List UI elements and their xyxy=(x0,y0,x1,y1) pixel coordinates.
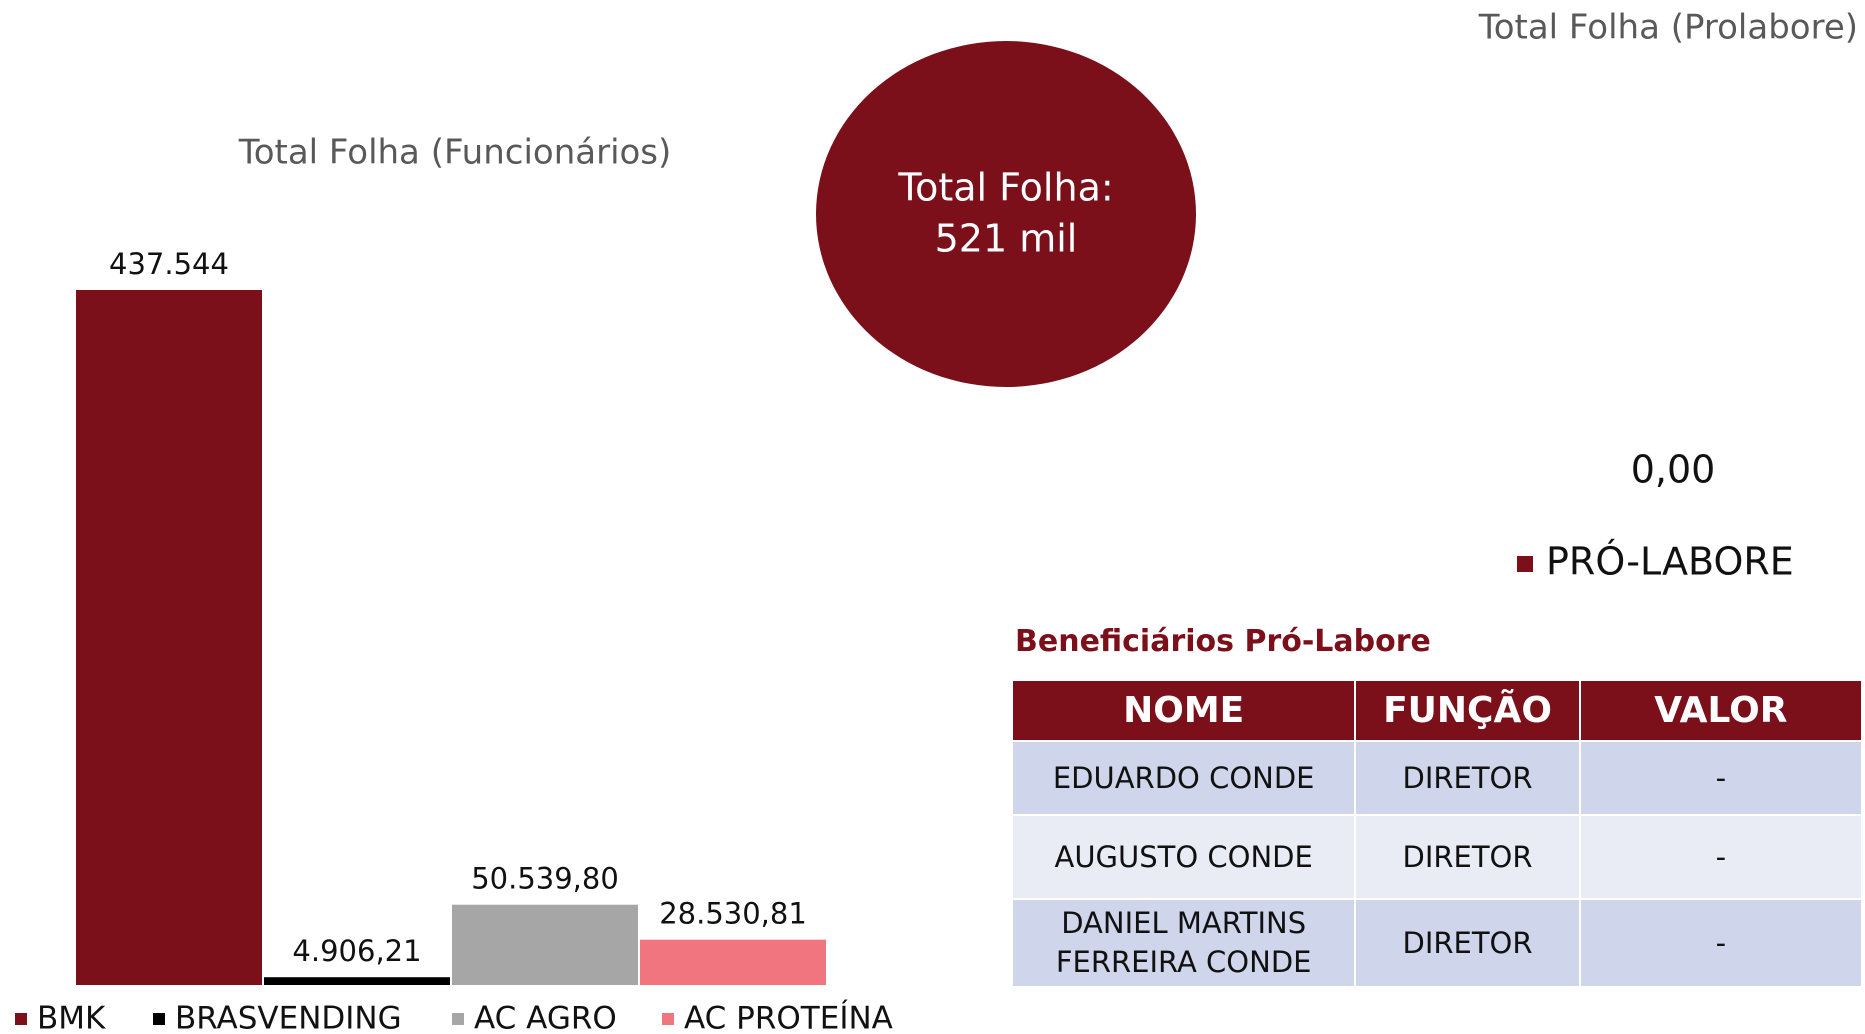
bar xyxy=(640,939,826,985)
bar xyxy=(452,904,638,985)
kpi-value: 521 mil xyxy=(935,217,1078,261)
legend-swatch xyxy=(1517,556,1533,572)
kpi-label: Total Folha: xyxy=(897,166,1113,210)
table-cell: - xyxy=(1579,814,1864,899)
table-cell: DIRETOR xyxy=(1355,898,1581,986)
table-row: DANIEL MARTINS FERREIRA CONDE DIRETOR - xyxy=(1013,898,1864,986)
table-cell: DIRETOR xyxy=(1355,740,1581,815)
table-row: AUGUSTO CONDE DIRETOR - xyxy=(1013,814,1864,899)
table-cell: DANIEL MARTINS FERREIRA CONDE xyxy=(1013,898,1357,986)
legend-swatch xyxy=(153,1013,165,1025)
table-cell: AUGUSTO CONDE xyxy=(1013,814,1357,899)
value-label: 0,00 xyxy=(1631,448,1716,492)
table-cell: EDUARDO CONDE xyxy=(1013,740,1357,815)
table-header: NOME FUNÇÃO VALOR xyxy=(1013,681,1864,741)
legend-swatch xyxy=(452,1013,464,1025)
legend-label: PRÓ-LABORE xyxy=(1546,540,1794,584)
header-cell: VALOR xyxy=(1579,681,1864,741)
value-label: 28.530,81 xyxy=(659,897,807,931)
value-label: 50.539,80 xyxy=(471,862,619,896)
table-cell: - xyxy=(1579,898,1864,986)
legend-label: AC AGRO xyxy=(474,1001,617,1034)
chart-title: Total Folha (Funcionários) xyxy=(238,133,672,173)
table-row: EDUARDO CONDE DIRETOR - xyxy=(1013,740,1864,815)
legend-swatch xyxy=(15,1013,27,1025)
table: NOME FUNÇÃO VALOR EDUARDO CONDE DIRETOR - AUGU… xyxy=(1013,681,1864,986)
bar xyxy=(76,290,262,985)
header-cell: NOME xyxy=(1013,681,1357,741)
legend-label: AC PROTEÍNA xyxy=(684,1001,893,1034)
kpi-circle xyxy=(816,41,1196,387)
table-title: Beneficiários Pró-Labore xyxy=(1015,624,1431,659)
chart-title: Total Folha (Prolabore) xyxy=(1478,8,1858,48)
bar xyxy=(264,977,450,985)
table-cell: - xyxy=(1579,740,1864,815)
value-label: 437.544 xyxy=(109,247,229,281)
legend-swatch xyxy=(662,1013,674,1025)
legend-label: BMK xyxy=(37,1001,106,1034)
header-cell: FUNÇÃO xyxy=(1355,681,1581,741)
legend-label: BRASVENDING xyxy=(175,1001,402,1034)
table-cell: DIRETOR xyxy=(1355,814,1581,899)
value-label: 4.906,21 xyxy=(292,934,421,968)
